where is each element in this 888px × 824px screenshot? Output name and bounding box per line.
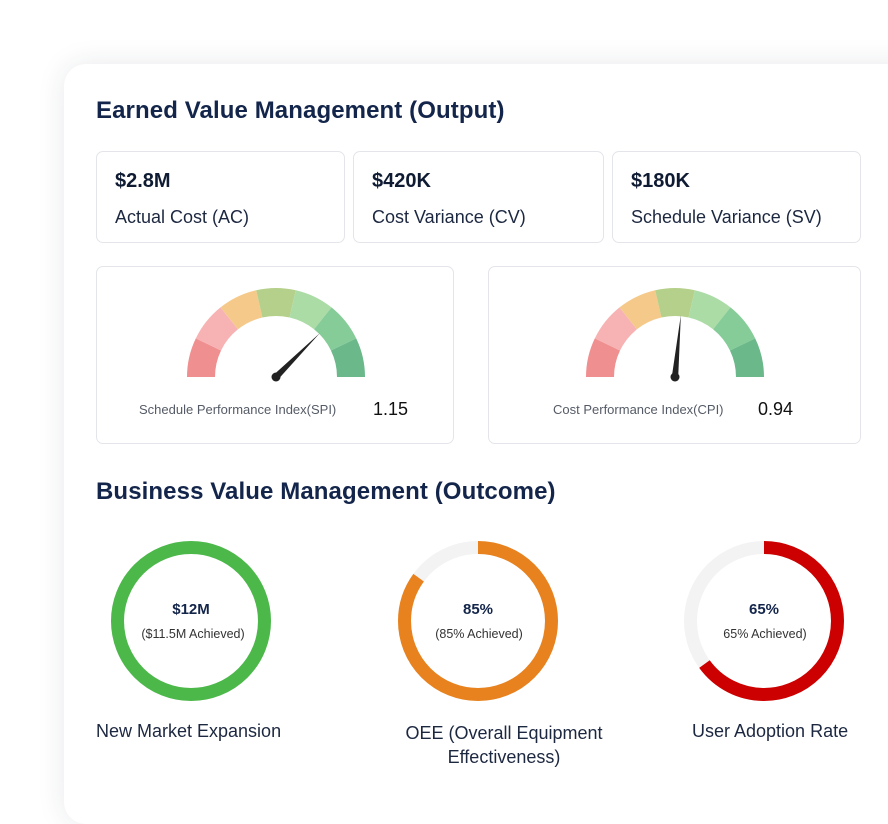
- gauge-card-cpi: Cost Performance Index(CPI) 0.94: [488, 266, 861, 444]
- ring-progress-arc: [398, 541, 558, 701]
- ring-value: $12M: [172, 601, 210, 618]
- progress-ring-user-adoption: [684, 541, 844, 701]
- progress-ring-market-expansion: [111, 541, 271, 701]
- stat-card-actual-cost: $2.8M Actual Cost (AC): [96, 151, 345, 243]
- ring-title: New Market Expansion: [96, 721, 282, 741]
- stat-value: $2.8M: [115, 170, 171, 192]
- stat-label: Schedule Variance (SV): [631, 207, 822, 227]
- gauge-band-segment: [594, 307, 637, 351]
- gauge-needle: [671, 315, 681, 378]
- stat-value: $180K: [631, 170, 690, 192]
- gauge-label: Schedule Performance Index(SPI): [139, 402, 337, 417]
- progress-ring-oee: [398, 541, 558, 701]
- evm-section-title: Earned Value Management (Output): [96, 97, 505, 124]
- gauge-band-segment: [314, 307, 357, 351]
- ring-value: 85%: [462, 601, 494, 618]
- gauge-card-spi: Schedule Performance Index(SPI) 1.15: [96, 266, 454, 444]
- ring-value: 65%: [748, 601, 780, 618]
- stat-card-cost-variance: $420K Cost Variance (CV): [353, 151, 604, 243]
- cpi-gauge: [586, 288, 764, 382]
- ring-progress-arc: [111, 541, 271, 701]
- ring-title: OEE (Overall Equipment Effectiveness): [405, 723, 603, 767]
- gauge-band-segment: [330, 338, 366, 377]
- gauge-band-segment: [586, 338, 621, 377]
- gauge-value: 1.15: [373, 399, 409, 419]
- gauge-needle-hub: [271, 372, 281, 382]
- gauge-needle-hub: [670, 372, 680, 382]
- stat-card-schedule-variance: $180K Schedule Variance (SV): [612, 151, 861, 243]
- gauge-band-segment: [187, 338, 222, 377]
- gauge-band-segment: [256, 288, 296, 318]
- gauge-band-segment: [729, 338, 764, 377]
- gauge-band-segment: [289, 290, 332, 330]
- ring-subtext: 65% Achieved): [723, 627, 807, 641]
- ring-subtext: ($11.5M Achieved): [141, 627, 245, 641]
- gauge-label: Cost Performance Index(CPI): [553, 402, 724, 417]
- gauge-band-segment: [220, 290, 263, 330]
- gauge-band-segment: [619, 290, 662, 330]
- ring-progress-arc: [684, 541, 844, 701]
- stat-value: $420K: [372, 170, 431, 192]
- gauge-band-segment: [688, 290, 731, 330]
- gauge-band-segment: [195, 307, 238, 351]
- spi-gauge: [187, 288, 366, 382]
- gauge-band-segment: [655, 288, 695, 318]
- gauge-band-segment: [713, 307, 756, 351]
- ring-subtext: (85% Achieved): [435, 627, 523, 641]
- ring-title: User Adoption Rate: [692, 721, 849, 741]
- gauge-needle: [273, 333, 320, 380]
- gauge-value: 0.94: [758, 399, 794, 419]
- stat-label: Actual Cost (AC): [115, 207, 250, 227]
- bvm-section-title: Business Value Management (Outcome): [96, 478, 556, 505]
- stat-label: Cost Variance (CV): [372, 207, 526, 227]
